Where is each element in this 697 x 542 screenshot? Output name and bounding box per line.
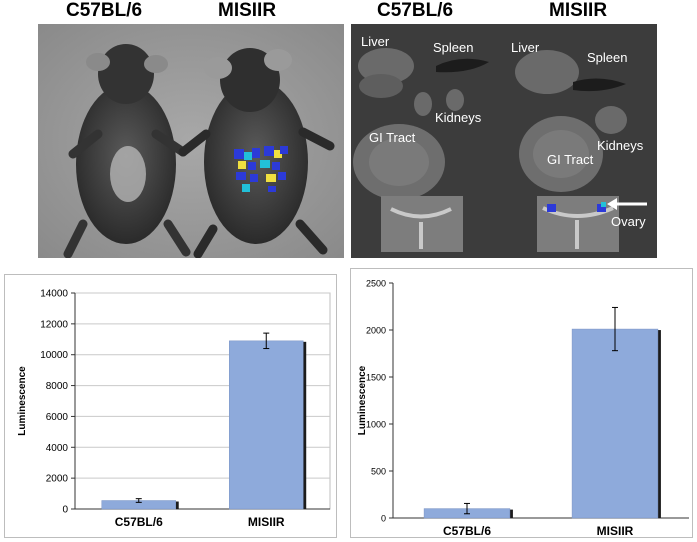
- label-spleen-control: Spleen: [433, 40, 473, 55]
- misiir-mouse: [178, 48, 335, 258]
- ovary-arrow-icon: [607, 198, 647, 210]
- y-tick-label: 2000: [46, 474, 69, 485]
- y-tick-label: 0: [62, 505, 68, 516]
- chart-right: 0 500 1000 1500 2000 2500 C57BL/6 MISIIR Lumines…: [357, 279, 689, 538]
- label-liver-control: Liver: [361, 34, 390, 49]
- organs-photo-image: Liver Spleen Kidneys GI Tract Liver Sple…: [351, 24, 657, 258]
- y-tick-label: 8000: [46, 381, 69, 392]
- y-axis-label: Luminescence: [357, 365, 368, 435]
- y-tick-label: 500: [371, 467, 386, 477]
- x-tick-label: MISIIR: [597, 524, 634, 538]
- y-tick-label: 14000: [40, 289, 68, 300]
- organs-header-misiir: MISIIR: [549, 0, 608, 21]
- y-tick-label: 0: [381, 514, 386, 524]
- control-mouse: [63, 44, 191, 258]
- label-spleen-misiir: Spleen: [587, 50, 627, 65]
- organs-photo: Liver Spleen Kidneys GI Tract Liver Sple…: [351, 24, 657, 258]
- label-liver-misiir: Liver: [511, 40, 540, 55]
- label-gi-misiir: GI Tract: [547, 152, 594, 167]
- chart-left: 0 2000 4000 6000 8000 10000 12000 14000 C57BL/6 M…: [17, 289, 331, 529]
- chart-left-frame: 0 2000 4000 6000 8000 10000 12000 14000 C57BL/6 M…: [4, 274, 337, 538]
- label-kidneys-misiir: Kidneys: [597, 138, 644, 153]
- y-tick-label: 2500: [366, 279, 386, 289]
- y-axis-label: Luminescence: [17, 366, 28, 436]
- y-tick-label: 4000: [46, 443, 69, 454]
- x-tick-label: C57BL/6: [443, 524, 491, 538]
- y-tick-label: 12000: [40, 319, 68, 330]
- bar-misiir: [571, 328, 659, 519]
- label-gi-control: GI Tract: [369, 130, 416, 145]
- misiir-organs: [515, 50, 627, 252]
- mice-header-misiir: MISIIR: [218, 0, 277, 21]
- chart-right-frame: 0 500 1000 1500 2000 2500 C57BL/6 MISIIR Lumines…: [350, 268, 693, 538]
- bar-misiir: [229, 340, 304, 510]
- mice-photo-image: [38, 24, 344, 258]
- organs-header-control: C57BL/6: [377, 0, 454, 21]
- label-ovary-misiir: Ovary: [611, 214, 646, 229]
- x-tick-label: MISIIR: [248, 515, 285, 529]
- y-tick-label: 1500: [366, 373, 386, 383]
- control-organs: [353, 48, 489, 252]
- y-tick-label: 2000: [366, 326, 386, 336]
- mice-photo: [38, 24, 344, 258]
- x-tick-label: C57BL/6: [115, 515, 163, 529]
- y-tick-label: 1000: [366, 420, 386, 430]
- y-tick-label: 10000: [40, 350, 68, 361]
- mice-header-control: C57BL/6: [66, 0, 143, 21]
- label-kidneys-control: Kidneys: [435, 110, 482, 125]
- luminescence-signal: [234, 146, 288, 192]
- y-tick-label: 6000: [46, 412, 69, 423]
